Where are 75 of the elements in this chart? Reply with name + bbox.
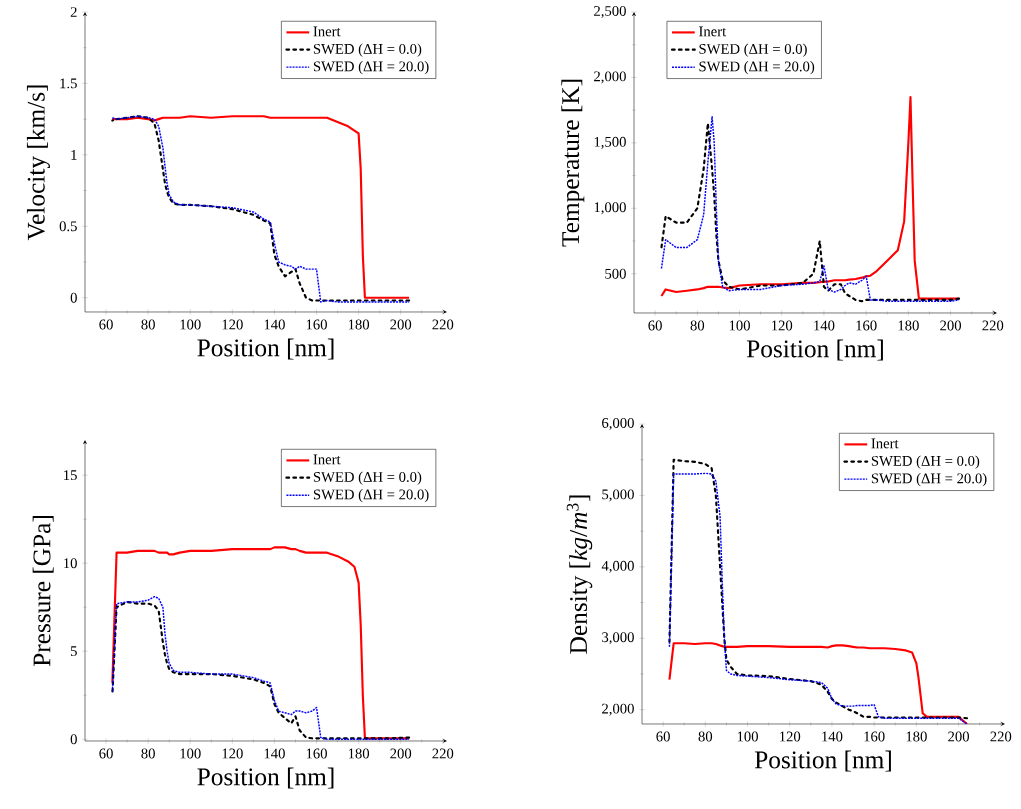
x-tick-label: 160 [856,320,877,331]
x-tick-label: 220 [432,319,454,330]
x-tick-label: 180 [348,748,370,759]
y-tick-label: 2,000 [594,71,626,84]
legend-label: SWED (ΔH = 0.0) [313,43,422,57]
y-tick-label: 1,500 [594,136,626,149]
y-tick-label: 4,000 [601,560,634,573]
y-tick-label: 15 [64,470,77,481]
y-tick-label: 1.5 [60,78,77,89]
y-axis-title: Temperature [K] [561,79,585,247]
x-tick-label: 120 [780,731,801,742]
x-tick-label: 100 [180,748,201,759]
legend-label: SWED (ΔH = 20.0) [871,473,987,487]
x-tick-label: 80 [698,731,713,742]
y-tick-label: 6,000 [602,418,634,430]
x-tick-label: 180 [906,731,927,742]
y-tick-label: 2,500 [594,5,626,18]
legend-label: SWED (ΔH = 0.0) [313,471,422,485]
legend-label: SWED (ΔH = 20.0) [313,489,429,503]
y-tick-label: 2 [70,7,77,17]
y-tick-label: 1,000 [594,202,626,215]
x-tick-label: 120 [222,748,243,759]
x-tick-label: 200 [940,320,962,331]
y-axis-title: Pressure [GPa] [32,516,54,667]
legend-label: Inert [313,454,341,465]
x-tick-label: 180 [898,320,919,331]
x-axis-title: Position [nm] [754,750,891,772]
x-tick-label: 220 [990,731,1012,742]
y-tick-label: 10 [64,558,77,569]
y-tick-label: 2,000 [602,703,634,716]
y-tick-label: 0 [70,292,77,303]
x-axis-title: Position [nm] [197,338,334,360]
x-tick-label: 60 [656,731,670,742]
y-tick-label: 0.5 [59,221,77,232]
x-tick-label: 120 [772,320,793,331]
legend-label: SWED (ΔH = 0.0) [699,43,807,57]
x-tick-label: 80 [141,319,155,330]
legend-label: Inert [699,26,727,37]
y-tick-label: 3,000 [602,632,634,645]
legend-label: Inert [871,438,899,449]
x-tick-label: 140 [822,731,843,742]
x-tick-label: 100 [737,731,758,742]
legend-label: Inert [313,26,341,37]
x-tick-label: 140 [264,319,285,330]
y-tick-label: 5,000 [602,489,634,502]
x-tick-label: 80 [690,320,705,331]
x-tick-label: 60 [99,748,113,759]
x-tick-label: 140 [814,320,835,331]
x-axis-title: Position [nm] [746,339,883,361]
x-tick-label: 160 [864,731,885,742]
x-tick-label: 60 [648,320,662,331]
x-tick-label: 160 [306,319,327,330]
x-tick-label: 160 [306,748,327,759]
y-axis-title: Density [kg/m$^{3}$] [566,495,593,654]
x-tick-label: 120 [222,319,243,330]
x-tick-label: 180 [348,319,370,330]
y-tick-label: 0 [70,734,77,745]
y-tick-label: 500 [605,268,626,279]
legend-label: SWED (ΔH = 20.0) [699,61,815,75]
x-tick-label: 220 [432,748,454,759]
x-tick-label: 80 [141,748,155,759]
x-tick-label: 200 [390,319,412,330]
x-tick-label: 200 [948,731,970,742]
y-axis-title: Velocity [km/s] [26,85,50,241]
x-tick-label: 140 [264,748,285,759]
y-tick-label: 5 [70,646,77,657]
x-tick-label: 200 [390,748,412,759]
x-tick-label: 100 [180,319,201,330]
legend-label: SWED (ΔH = 20.0) [313,61,429,75]
y-tick-label: 1 [71,150,77,160]
x-tick-label: 220 [982,320,1004,331]
x-axis-title: Position [nm] [197,767,334,789]
x-tick-label: 60 [99,319,113,330]
legend-label: SWED (ΔH = 0.0) [871,455,980,469]
x-tick-label: 100 [729,320,750,331]
